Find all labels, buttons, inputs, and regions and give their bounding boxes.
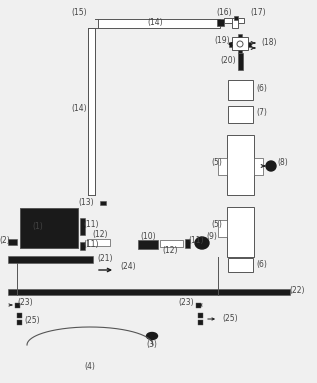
Bar	[254, 158, 263, 175]
Bar	[87, 239, 110, 246]
Text: (13): (13)	[78, 198, 94, 206]
Text: (19): (19)	[214, 36, 230, 46]
Text: (23): (23)	[17, 298, 33, 306]
Bar	[238, 34, 242, 37]
Text: (11): (11)	[83, 239, 99, 249]
Ellipse shape	[195, 237, 209, 249]
Bar	[228, 258, 253, 272]
Text: (8): (8)	[278, 159, 288, 167]
Bar	[218, 220, 227, 237]
Bar	[218, 158, 227, 175]
Text: (9): (9)	[207, 232, 217, 242]
Bar	[17, 313, 22, 318]
Text: (12): (12)	[162, 246, 178, 254]
Text: (22): (22)	[289, 286, 305, 296]
Text: (10): (10)	[140, 231, 156, 241]
Text: (3): (3)	[146, 339, 158, 349]
Text: (11): (11)	[83, 219, 99, 229]
Bar	[15, 303, 20, 308]
Bar	[238, 53, 243, 70]
Text: (7): (7)	[256, 108, 268, 118]
Bar	[80, 242, 85, 250]
Bar	[228, 106, 253, 123]
Bar	[224, 18, 244, 23]
Bar	[185, 239, 190, 248]
Bar	[198, 320, 203, 325]
Text: (24): (24)	[120, 262, 136, 270]
Bar	[98, 19, 220, 28]
Bar	[228, 80, 253, 100]
Bar	[100, 201, 106, 205]
Text: (21): (21)	[97, 254, 113, 264]
Text: (2): (2)	[0, 236, 10, 244]
Text: (18): (18)	[261, 39, 277, 47]
Text: (12): (12)	[92, 231, 108, 239]
Text: (16): (16)	[216, 8, 232, 16]
Circle shape	[266, 161, 276, 171]
Bar	[8, 239, 17, 245]
Bar	[8, 256, 93, 263]
Bar	[248, 42, 251, 47]
Bar	[198, 313, 203, 318]
Bar	[196, 303, 201, 308]
Text: (5): (5)	[211, 221, 223, 229]
Text: (25): (25)	[222, 314, 238, 322]
Text: (14): (14)	[71, 103, 87, 113]
Ellipse shape	[146, 332, 158, 339]
Bar	[227, 135, 254, 195]
Text: (20): (20)	[220, 57, 236, 65]
Bar	[229, 42, 232, 47]
Text: (6): (6)	[256, 85, 268, 93]
Bar	[217, 19, 224, 26]
Bar	[17, 320, 22, 325]
Bar	[232, 37, 248, 50]
Bar	[238, 50, 242, 53]
Text: (6): (6)	[256, 260, 268, 270]
Bar	[232, 18, 238, 28]
Text: (5): (5)	[211, 157, 223, 167]
Text: (14): (14)	[147, 18, 163, 26]
Text: (25): (25)	[24, 316, 40, 324]
Bar	[227, 207, 254, 257]
Bar	[138, 240, 158, 249]
Text: (15): (15)	[71, 8, 87, 18]
Text: (17): (17)	[250, 8, 266, 16]
Bar	[160, 240, 183, 247]
Bar	[8, 289, 290, 295]
Bar	[234, 16, 238, 20]
Bar	[80, 218, 85, 235]
Bar	[20, 208, 78, 248]
Text: (11): (11)	[188, 236, 204, 246]
Text: (4): (4)	[85, 362, 95, 372]
Text: (23): (23)	[178, 298, 194, 306]
Text: (1): (1)	[33, 223, 43, 231]
Bar	[88, 28, 95, 195]
